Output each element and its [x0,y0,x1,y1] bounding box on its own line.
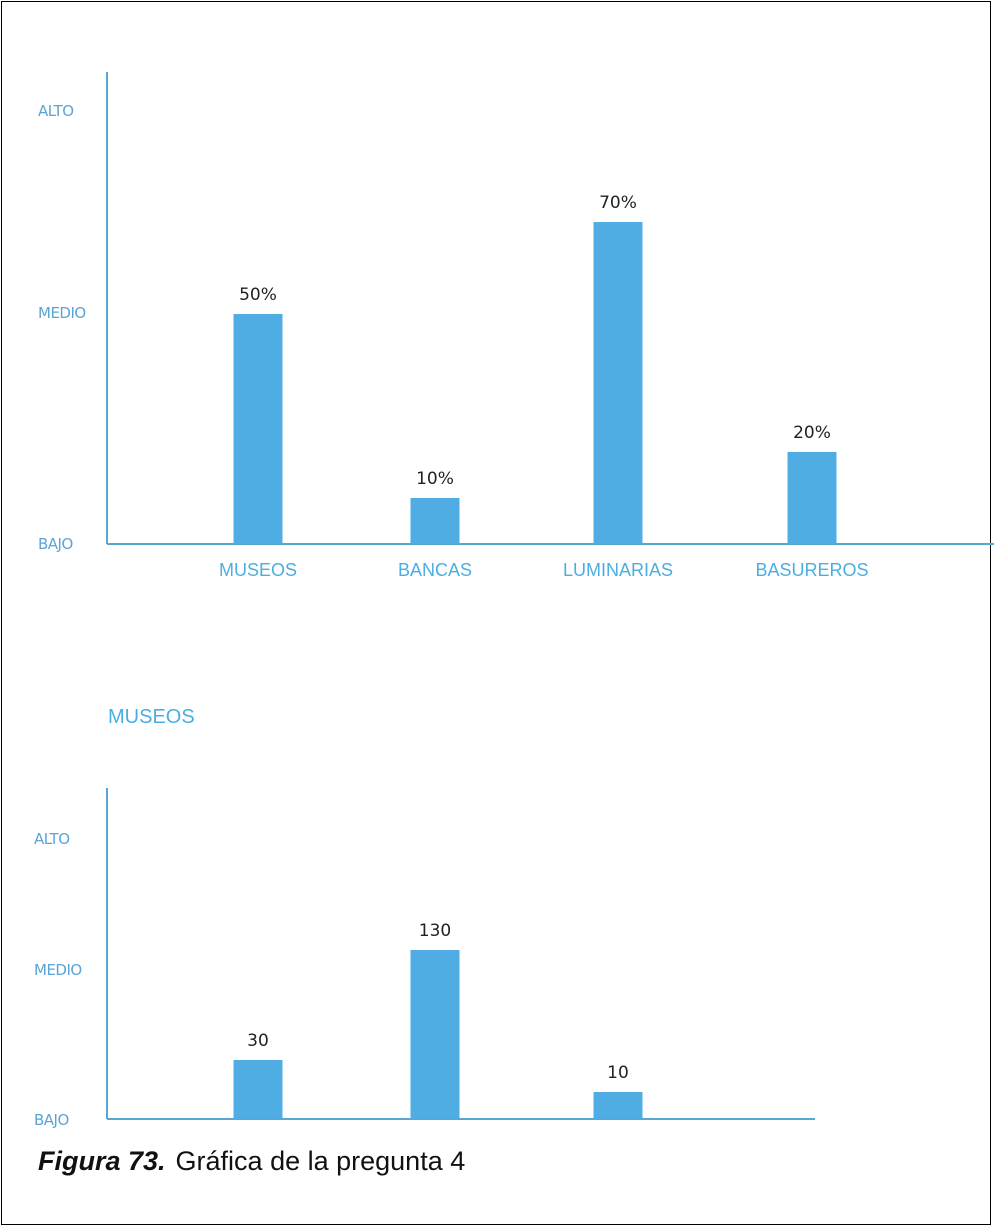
chart2-y-tick-label: ALTO [34,830,70,848]
chart2-y-tick-label: MEDIO [34,961,82,979]
chart2-bar [410,950,460,1119]
chart1-value-label: 10% [416,469,454,489]
chart2-value-label: 10 [607,1063,629,1083]
chart-1: BAJO MEDIO ALTO 50% MUSEOS 10% BANCAS 70% LUMINA… [38,72,994,580]
chart1-category-label: MUSEOS [219,560,297,580]
chart1-bar [410,498,460,544]
chart2-bar [233,1060,283,1119]
chart1-bar [593,222,643,544]
chart1-category-label: LUMINARIAS [563,560,673,580]
chart1-value-label: 20% [793,423,831,443]
chart2-value-label: 30 [247,1031,269,1051]
chart1-y-tick-label: ALTO [38,102,74,120]
chart2-bar [593,1092,643,1119]
chart1-bar [233,314,283,544]
chart-2-title: MUSEOS [108,706,195,728]
caption-label: Figura 73. [38,1146,166,1176]
figure-caption: Figura 73. Gráfica de la pregunta 4 [38,1146,465,1177]
chart1-category-label: BANCAS [398,560,472,580]
chart1-y-tick-label: MEDIO [38,304,86,322]
chart1-category-label: BASUREROS [755,560,868,580]
chart1-y-tick-label: BAJO [38,535,73,553]
chart1-value-label: 50% [239,285,277,305]
caption-text: Gráfica de la pregunta 4 [175,1146,466,1176]
chart1-value-label: 70% [599,193,637,213]
chart2-y-tick-label: BAJO [34,1111,69,1129]
chart1-bar [787,452,837,544]
chart2-value-label: 130 [419,921,451,941]
